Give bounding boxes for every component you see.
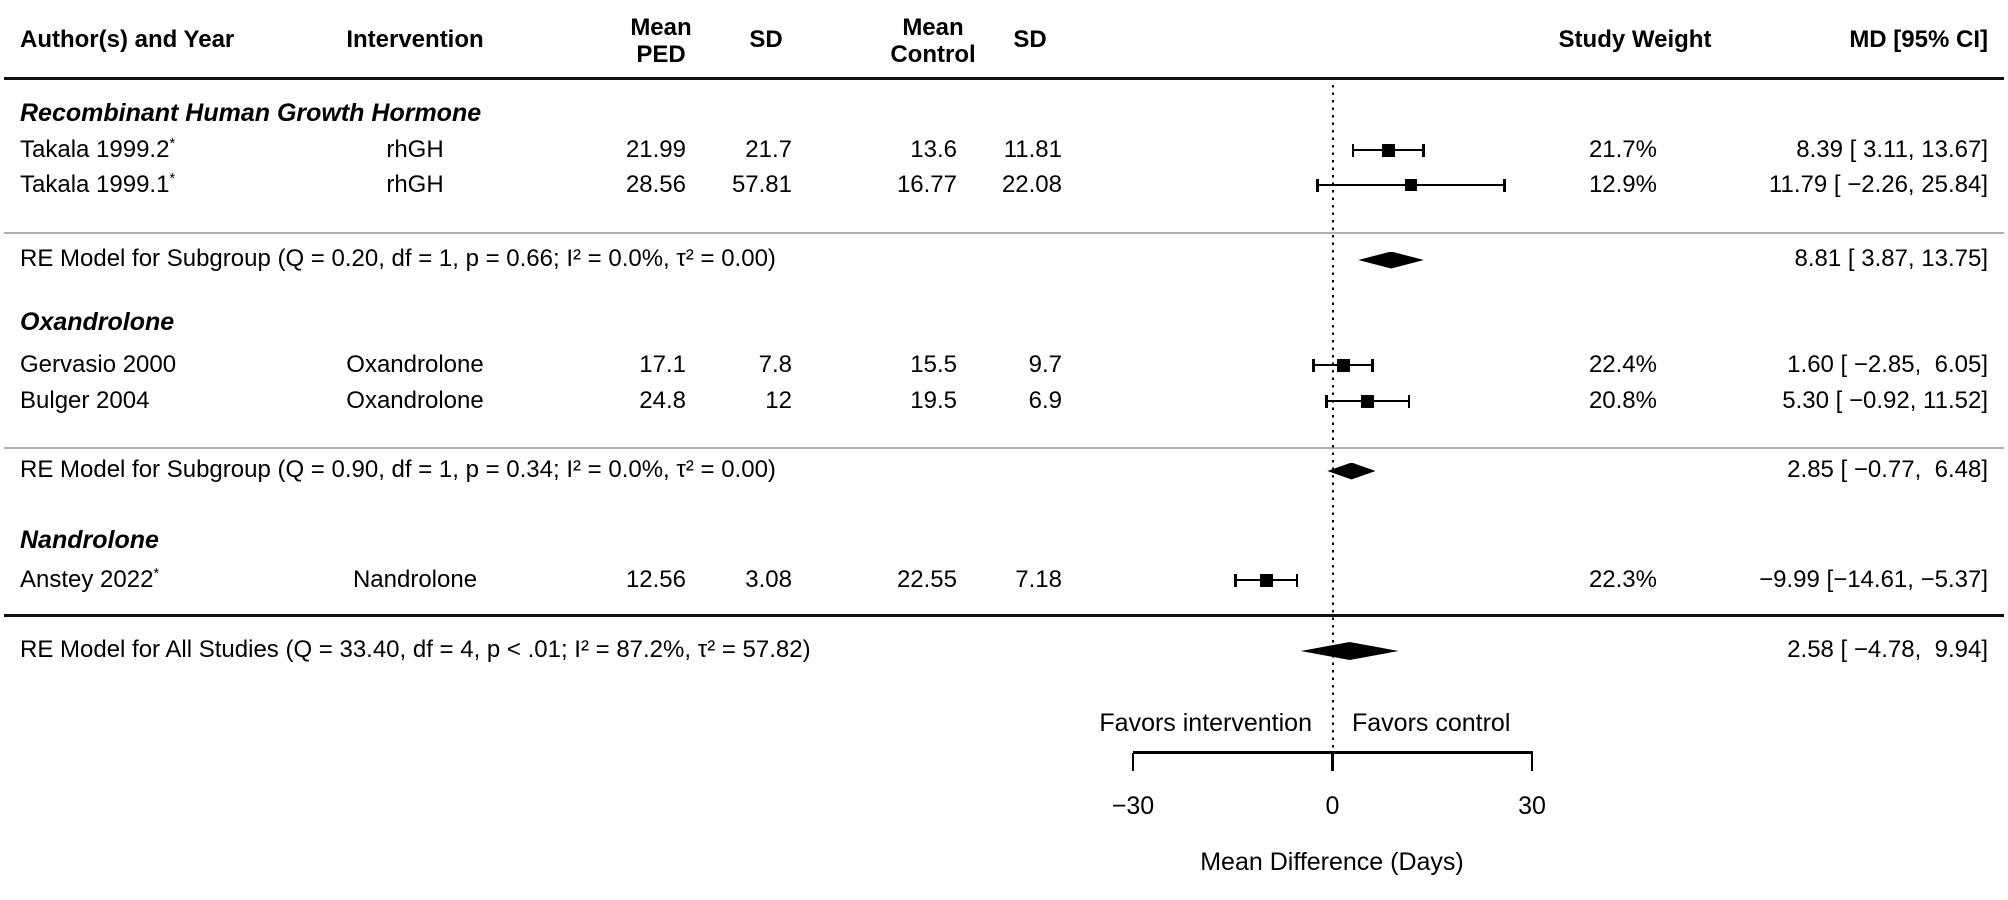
study-author: Takala 1999.1* <box>20 171 176 198</box>
study-md-ci: 11.79 [ −2.26, 25.84] <box>1768 171 1988 198</box>
study-weight: 12.9% <box>1588 171 1657 198</box>
study-intervention: rhGH <box>386 171 444 198</box>
study-sd-control: 22.08 <box>1001 171 1062 198</box>
study-author: Anstey 2022* <box>20 566 160 593</box>
subgroup1-rule <box>4 232 2004 234</box>
point-estimate-square <box>1336 358 1350 372</box>
ci-cap-left <box>1316 178 1319 192</box>
x-axis-tick-0 <box>1331 753 1334 771</box>
study-sd-control: 9.7 <box>1028 351 1062 378</box>
x-axis-title: Mean Difference (Days) <box>1200 848 1464 876</box>
favors-control-label: Favors control <box>1352 709 1511 737</box>
study-weight: 20.8% <box>1588 387 1657 414</box>
study-flag: * <box>169 171 176 187</box>
point-estimate-square <box>1361 394 1375 408</box>
point-estimate-square <box>1404 179 1417 191</box>
subgroup-heading: Nandrolone <box>20 526 159 554</box>
study-author: Takala 1999.2* <box>20 136 176 163</box>
subgroup2-rule <box>4 447 2004 449</box>
study-flag: * <box>169 136 176 152</box>
study-weight: 22.3% <box>1588 566 1657 593</box>
study-author: Bulger 2004 <box>20 387 150 414</box>
study-sd-ped: 21.7 <box>745 136 792 163</box>
col-header-md-ci: MD [95% CI] <box>1849 26 1988 53</box>
re-model-subgroup-label: RE Model for Subgroup (Q = 0.20, df = 1,… <box>20 245 776 272</box>
ci-cap-right <box>1422 143 1425 157</box>
study-intervention: rhGH <box>386 136 444 163</box>
subgroup-heading: Oxandrolone <box>20 308 175 336</box>
study-mean-control: 13.6 <box>910 136 957 163</box>
study-mean-control: 22.55 <box>896 566 957 593</box>
summary-diamond <box>1300 642 1399 660</box>
x-tick-label-0: 0 <box>1325 792 1340 820</box>
study-sd-control: 6.9 <box>1028 387 1062 414</box>
study-weight: 22.4% <box>1588 351 1657 378</box>
study-sd-ped: 3.08 <box>745 566 792 593</box>
summary-diamond <box>1358 251 1424 269</box>
study-md-ci: 5.30 [ −0.92, 11.52] <box>1782 387 1988 414</box>
col-header-mean-ped: Mean PED <box>630 14 692 68</box>
favors-intervention-label: Favors intervention <box>1099 709 1312 737</box>
ci-cap-left <box>1351 143 1355 157</box>
re-model-subgroup-md-ci: 8.81 [ 3.87, 13.75] <box>1794 245 1989 272</box>
study-weight: 21.7% <box>1588 136 1657 163</box>
subgroup-heading: Recombinant Human Growth Hormone <box>20 99 482 127</box>
x-tick-label-minus30: −30 <box>1111 792 1155 820</box>
study-sd-ped: 12 <box>765 387 792 414</box>
study-mean-ped: 12.56 <box>625 566 686 593</box>
re-model-all-label: RE Model for All Studies (Q = 33.40, df … <box>20 636 811 663</box>
study-md-ci: 1.60 [ −2.85, 6.05] <box>1787 351 1988 378</box>
study-mean-ped: 28.56 <box>625 171 686 198</box>
x-tick-label-30: 30 <box>1518 792 1546 820</box>
study-mean-ped: 24.8 <box>639 387 686 414</box>
ci-cap-left <box>1234 573 1237 587</box>
col-header-sd-control: SD <box>1013 26 1047 53</box>
ci-cap-left <box>1325 394 1328 408</box>
re-model-all-md-ci: 2.58 [ −4.78, 9.94] <box>1787 636 1988 663</box>
ci-cap-right <box>1371 358 1374 372</box>
ci-cap-right <box>1503 178 1506 192</box>
study-md-ci: −9.99 [−14.61, −5.37] <box>1759 566 1988 593</box>
study-author: Gervasio 2000 <box>20 351 177 378</box>
header-rule <box>4 77 2004 80</box>
study-mean-control: 15.5 <box>910 351 957 378</box>
study-sd-control: 7.18 <box>1015 566 1062 593</box>
study-flag: * <box>153 566 160 582</box>
point-estimate-square <box>1259 573 1273 587</box>
x-axis-tick-30 <box>1530 753 1534 771</box>
study-sd-ped: 7.8 <box>758 351 792 378</box>
col-header-intervention: Intervention <box>346 26 484 53</box>
ci-cap-right <box>1407 394 1411 408</box>
zero-reference-line <box>1331 85 1334 752</box>
study-mean-ped: 21.99 <box>625 136 686 163</box>
re-model-subgroup-md-ci: 2.85 [ −0.77, 6.48] <box>1787 456 1988 483</box>
col-header-study-weight: Study Weight <box>1558 26 1712 53</box>
study-sd-ped: 57.81 <box>731 171 792 198</box>
study-mean-ped: 17.1 <box>639 351 686 378</box>
study-mean-control: 19.5 <box>910 387 957 414</box>
point-estimate-square <box>1381 143 1395 157</box>
study-intervention: Nandrolone <box>352 566 478 593</box>
study-mean-control: 16.77 <box>896 171 957 198</box>
ci-cap-right <box>1295 573 1299 587</box>
summary-diamond <box>1327 462 1376 480</box>
col-header-author: Author(s) and Year <box>20 26 235 53</box>
x-axis-tick-minus30 <box>1131 753 1135 771</box>
study-intervention: Oxandrolone <box>346 387 484 414</box>
re-model-subgroup-label: RE Model for Subgroup (Q = 0.90, df = 1,… <box>20 456 776 483</box>
study-sd-control: 11.81 <box>1003 136 1062 163</box>
col-header-sd-ped: SD <box>749 26 783 53</box>
study-md-ci: 8.39 [ 3.11, 13.67] <box>1796 136 1988 163</box>
study-intervention: Oxandrolone <box>346 351 484 378</box>
ci-cap-left <box>1312 358 1315 372</box>
col-header-mean-control: Mean Control <box>890 14 976 68</box>
x-axis-line <box>1133 751 1533 754</box>
overall-rule <box>4 614 2004 617</box>
